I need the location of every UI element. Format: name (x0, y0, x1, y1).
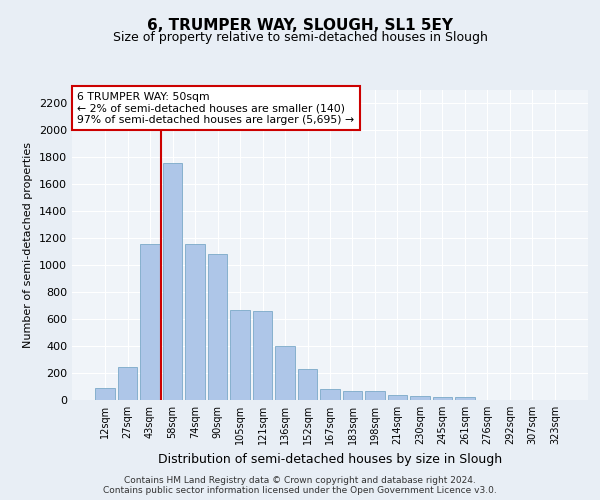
Bar (275, 346, 295, 400)
Text: Contains public sector information licensed under the Open Government Licence v3: Contains public sector information licen… (103, 486, 497, 495)
Bar (343, 390, 362, 400)
Text: Size of property relative to semi-detached houses in Slough: Size of property relative to semi-detach… (113, 31, 487, 44)
Bar (455, 398, 475, 400)
Bar (140, 244, 160, 400)
Y-axis label: Number of semi-detached properties: Number of semi-detached properties (23, 142, 34, 348)
Bar (230, 310, 250, 400)
Bar (163, 163, 182, 400)
Text: 6, TRUMPER WAY, SLOUGH, SL1 5EY: 6, TRUMPER WAY, SLOUGH, SL1 5EY (147, 18, 453, 32)
Text: 6 TRUMPER WAY: 50sqm
← 2% of semi-detached houses are smaller (140)
97% of semi-: 6 TRUMPER WAY: 50sqm ← 2% of semi-detach… (77, 92, 354, 124)
Bar (118, 367, 137, 400)
Bar (208, 254, 227, 400)
Bar (253, 311, 272, 400)
Bar (298, 369, 317, 400)
Bar (388, 394, 407, 400)
Text: Contains HM Land Registry data © Crown copyright and database right 2024.: Contains HM Land Registry data © Crown c… (124, 476, 476, 485)
Bar (320, 389, 340, 400)
X-axis label: Distribution of semi-detached houses by size in Slough: Distribution of semi-detached houses by … (158, 452, 502, 466)
Bar (95, 388, 115, 400)
Bar (433, 396, 452, 400)
Bar (410, 396, 430, 400)
Bar (185, 244, 205, 400)
Bar (365, 391, 385, 400)
